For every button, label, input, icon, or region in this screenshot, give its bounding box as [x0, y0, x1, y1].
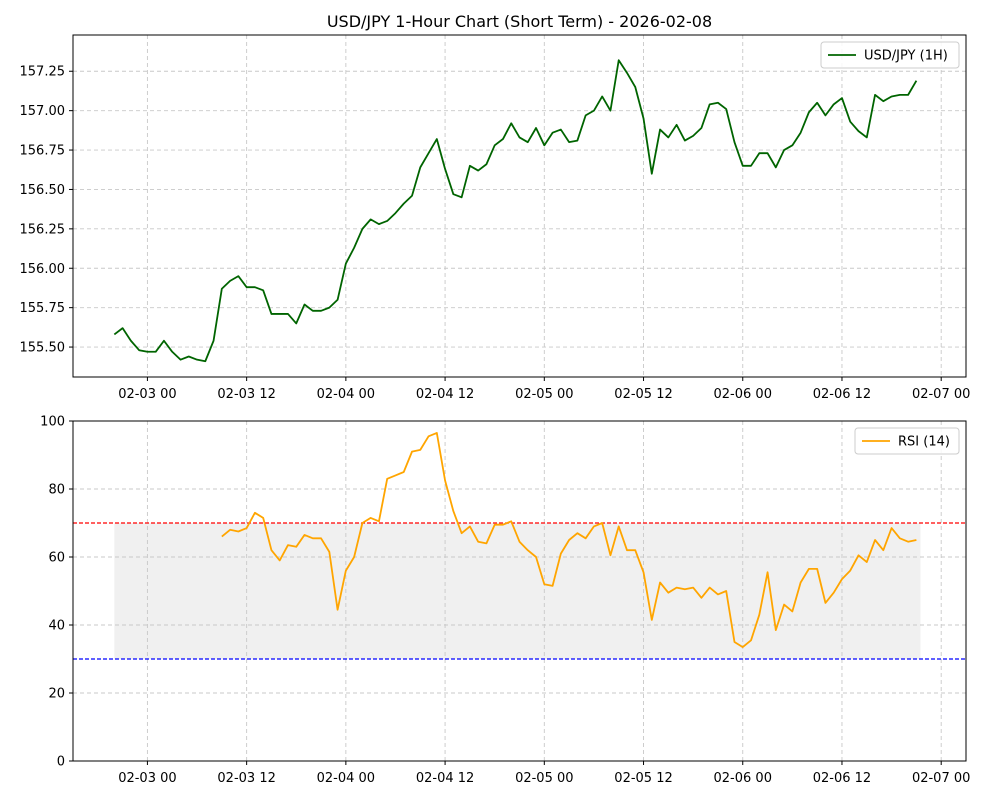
y-tick-label: 156.00: [20, 262, 66, 277]
chart-title: USD/JPY 1-Hour Chart (Short Term) - 2026…: [327, 12, 712, 31]
legend: USD/JPY (1H): [820, 41, 960, 69]
x-tick-label: 02-03 00: [118, 387, 176, 402]
x-tick-label: 02-04 12: [416, 387, 474, 402]
legend-box: [854, 427, 960, 455]
y-tick-label: 156.75: [20, 144, 66, 159]
y-tick-label: 156.25: [20, 222, 66, 237]
x-tick-label: 02-06 00: [714, 387, 772, 402]
x-tick-label: 02-03 12: [217, 387, 275, 402]
y-tick-label: 157.00: [20, 104, 66, 119]
x-tick-label: 02-04 12: [416, 771, 474, 786]
y-tick-label: 156.50: [20, 183, 66, 198]
rsi-neutral-band: [114, 523, 921, 659]
y-tick-label: 100: [40, 415, 65, 430]
y-tick-label: 80: [48, 483, 65, 498]
x-tick-label: 02-05 00: [515, 771, 573, 786]
x-tick-label: 02-04 00: [317, 387, 375, 402]
x-tick-label: 02-06 00: [714, 771, 772, 786]
x-tick-label: 02-04 00: [317, 771, 375, 786]
x-tick-label: 02-05 00: [515, 387, 573, 402]
series-line-0: [113, 59, 918, 363]
axes-frame: [72, 34, 967, 378]
legend-box: [820, 41, 960, 69]
y-tick-label: 60: [48, 551, 65, 566]
y-tick-label: 0: [57, 755, 65, 770]
price-chart-panel: 02-03 00 02-03 12 02-04 00 02-04 12 02-05 00…: [20, 12, 971, 402]
y-tick-label: 20: [48, 687, 65, 702]
y-tick-label: 157.25: [20, 65, 66, 80]
x-tick-label: 02-03 00: [118, 771, 176, 786]
rsi-chart-panel: 02-03 00 02-03 12 02-04 00 02-04 12 02-05 00…: [40, 415, 970, 787]
x-tick-label: 02-07 00: [912, 387, 970, 402]
series-line-0: [221, 431, 917, 648]
y-tick-label: 40: [48, 619, 65, 634]
x-tick-label: 02-06 12: [813, 771, 871, 786]
legend: RSI (14): [854, 427, 960, 455]
y-tick-label: 155.75: [20, 301, 66, 316]
x-tick-label: 02-07 00: [912, 771, 970, 786]
x-tick-label: 02-05 12: [614, 387, 672, 402]
x-tick-label: 02-06 12: [813, 387, 871, 402]
x-tick-label: 02-03 12: [217, 771, 275, 786]
y-tick-label: 155.50: [20, 341, 66, 356]
axes-frame: [72, 420, 967, 762]
legend-label: RSI (14): [898, 435, 950, 450]
legend-label: USD/JPY (1H): [864, 49, 948, 64]
x-tick-label: 02-05 12: [614, 771, 672, 786]
